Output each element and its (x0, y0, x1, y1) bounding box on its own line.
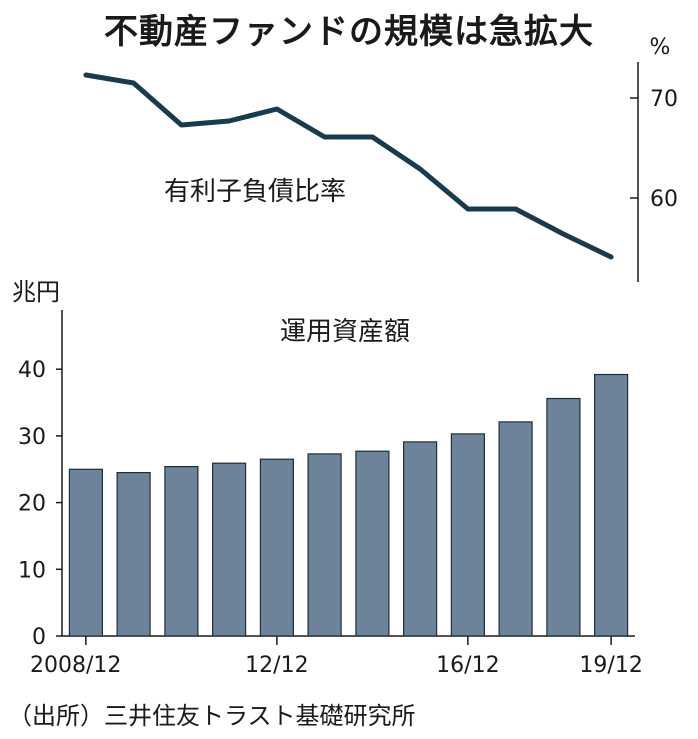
bar (355, 450, 390, 637)
bar (307, 453, 342, 637)
bar-x-tick-label: 12/12 (245, 653, 308, 678)
source-note: （出所）三井住友トラスト基礎研究所 (8, 702, 416, 730)
bar (212, 462, 247, 637)
line-y-tick-label: 60 (650, 187, 678, 212)
bar (498, 421, 533, 637)
bar-x-tick-label: 16/12 (436, 653, 499, 678)
bar (116, 472, 151, 637)
bar (68, 468, 104, 637)
bar (259, 458, 294, 637)
bar (593, 373, 629, 637)
line-series-label: 有利子負債比率 (164, 177, 346, 207)
line-chart: % 60 70 有利子負債比率 (83, 35, 678, 282)
bar-chart: 兆円 0 10 20 30 40 運用資産額 2008/12 12/12 16/12 19/12 (12, 278, 643, 678)
bar-unit-label: 兆円 (12, 278, 60, 306)
bar-series-label: 運用資産額 (280, 317, 410, 347)
bar (450, 433, 485, 637)
line-series-debt-ratio (83, 72, 614, 260)
bar-x-tick-label: 19/12 (579, 653, 642, 678)
bar (546, 397, 581, 637)
bar-y-tick-label: 10 (18, 558, 46, 583)
bar-y-tick-label: 0 (32, 625, 46, 650)
bar-y-tick-label: 20 (18, 492, 46, 517)
bar-y-tick-label: 30 (18, 425, 46, 450)
bar (164, 466, 199, 637)
chart-title: 不動産ファンドの規模は急拡大 (104, 12, 594, 52)
line-unit-label: % (650, 35, 671, 60)
bar (403, 441, 438, 637)
bar-y-tick-label: 40 (18, 358, 46, 383)
line-y-tick-label: 70 (650, 87, 678, 112)
bar-x-tick-label: 2008/12 (30, 653, 121, 678)
